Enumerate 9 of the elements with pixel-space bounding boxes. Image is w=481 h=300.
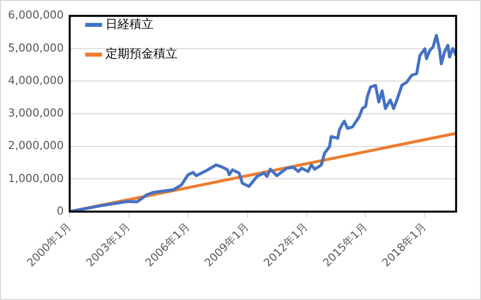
y-tick-label: 3,000,000 <box>8 106 64 120</box>
y-tick-label: 4,000,000 <box>8 74 64 87</box>
y-tick-label: 5,000,000 <box>8 41 64 54</box>
y-tick-label: 1,000,000 <box>8 172 64 185</box>
y-tick-label: 2,000,000 <box>8 139 64 152</box>
y-tick-label: 6,000,000 <box>8 8 64 22</box>
y-tick-label: 0 <box>56 204 64 218</box>
legend-label: 日経積立 <box>106 16 154 31</box>
legend-label: 定期預金積立 <box>106 46 178 61</box>
